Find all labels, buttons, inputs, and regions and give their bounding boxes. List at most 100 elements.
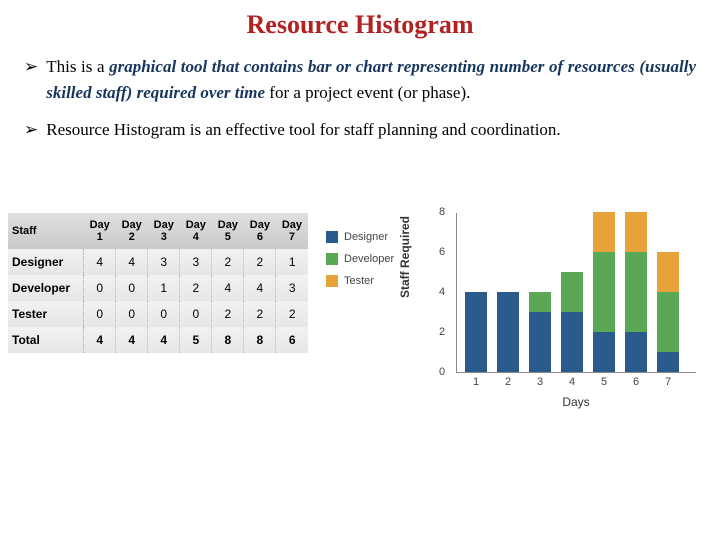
cell: 0 [84, 275, 116, 301]
bar [497, 292, 519, 372]
table-day-header: Day7 [276, 213, 308, 249]
cell: 3 [148, 249, 180, 275]
cell: 2 [212, 249, 244, 275]
bar-segment-designer [593, 332, 615, 372]
ytick: 8 [439, 206, 445, 218]
bar [625, 212, 647, 372]
cell: 2 [276, 301, 308, 327]
bar [465, 292, 487, 372]
table-row: Total4445886 [8, 327, 308, 353]
bar-segment-designer [465, 292, 487, 372]
ytick: 0 [439, 366, 445, 378]
bar-segment-designer [529, 312, 551, 372]
bullet-prefix: Resource Histogram is an effective tool … [46, 120, 560, 139]
staff-table: StaffDay1Day2Day3Day4Day5Day6Day7 Design… [8, 213, 308, 353]
legend-label: Developer [344, 253, 394, 265]
bar-segment-designer [561, 312, 583, 372]
ytick: 4 [439, 286, 445, 298]
bullet-suffix: for a project event (or phase). [265, 83, 470, 102]
ytick: 2 [439, 326, 445, 338]
bullet-list: ➢ This is a graphical tool that contains… [0, 54, 720, 143]
row-label: Designer [8, 249, 84, 275]
bar-segment-designer [657, 352, 679, 372]
cell: 4 [84, 327, 116, 353]
xtick: 3 [529, 376, 551, 388]
bullet-2: ➢ Resource Histogram is an effective too… [24, 117, 696, 143]
cell: 1 [148, 275, 180, 301]
cell: 0 [116, 301, 148, 327]
row-label: Developer [8, 275, 84, 301]
resource-histogram-chart: Staff Required 024681234567 Days [408, 213, 708, 423]
xtick: 4 [561, 376, 583, 388]
bar-segment-developer [561, 272, 583, 312]
bar-segment-designer [625, 332, 647, 372]
bar [529, 292, 551, 372]
cell: 2 [180, 275, 212, 301]
bar [593, 212, 615, 372]
ytick: 6 [439, 246, 445, 258]
bullet-prefix: This is a [46, 57, 109, 76]
table-row: Designer4433221 [8, 249, 308, 275]
cell: 4 [148, 327, 180, 353]
cell: 2 [244, 301, 276, 327]
bar-segment-tester [657, 252, 679, 292]
bar-segment-tester [593, 212, 615, 252]
xtick: 2 [497, 376, 519, 388]
cell: 4 [84, 249, 116, 275]
bar-segment-developer [593, 252, 615, 332]
cell: 2 [244, 249, 276, 275]
cell: 1 [276, 249, 308, 275]
cell: 6 [276, 327, 308, 353]
cell: 0 [148, 301, 180, 327]
cell: 4 [116, 327, 148, 353]
xtick: 5 [593, 376, 615, 388]
bar-segment-tester [625, 212, 647, 252]
legend-item: Tester [326, 275, 408, 287]
cell: 4 [116, 249, 148, 275]
bullet-text: This is a graphical tool that contains b… [46, 54, 696, 107]
page-title: Resource Histogram [0, 10, 720, 40]
cell: 4 [212, 275, 244, 301]
cell: 8 [212, 327, 244, 353]
xtick: 1 [465, 376, 487, 388]
legend-label: Tester [344, 275, 374, 287]
bullet-arrow-icon: ➢ [24, 117, 38, 143]
table-day-header: Day6 [244, 213, 276, 249]
cell: 2 [212, 301, 244, 327]
cell: 0 [180, 301, 212, 327]
xtick: 6 [625, 376, 647, 388]
table-day-header: Day4 [180, 213, 212, 249]
legend-swatch-icon [326, 231, 338, 243]
cell: 0 [84, 301, 116, 327]
chart-ylabel: Staff Required [398, 216, 412, 298]
row-label: Total [8, 327, 84, 353]
legend-label: Designer [344, 231, 388, 243]
table-row: Tester0000222 [8, 301, 308, 327]
cell: 4 [244, 275, 276, 301]
legend-swatch-icon [326, 253, 338, 265]
table-day-header: Day1 [84, 213, 116, 249]
bar [561, 272, 583, 372]
cell: 5 [180, 327, 212, 353]
row-label: Tester [8, 301, 84, 327]
content-row: StaffDay1Day2Day3Day4Day5Day6Day7 Design… [0, 213, 720, 423]
xtick: 7 [657, 376, 679, 388]
bullet-1: ➢ This is a graphical tool that contains… [24, 54, 696, 107]
bar-segment-developer [529, 292, 551, 312]
bar-segment-developer [625, 252, 647, 332]
legend-item: Designer [326, 231, 408, 243]
table-row: Developer0012443 [8, 275, 308, 301]
cell: 0 [116, 275, 148, 301]
table-corner: Staff [8, 213, 84, 249]
table-day-header: Day3 [148, 213, 180, 249]
table-day-header: Day2 [116, 213, 148, 249]
chart-plot: 024681234567 [456, 213, 696, 373]
bar-segment-designer [497, 292, 519, 372]
table-day-header: Day5 [212, 213, 244, 249]
cell: 8 [244, 327, 276, 353]
bar-segment-developer [657, 292, 679, 352]
bullet-arrow-icon: ➢ [24, 54, 38, 107]
chart-xlabel: Days [456, 395, 696, 409]
cell: 3 [180, 249, 212, 275]
legend-item: Developer [326, 253, 408, 265]
